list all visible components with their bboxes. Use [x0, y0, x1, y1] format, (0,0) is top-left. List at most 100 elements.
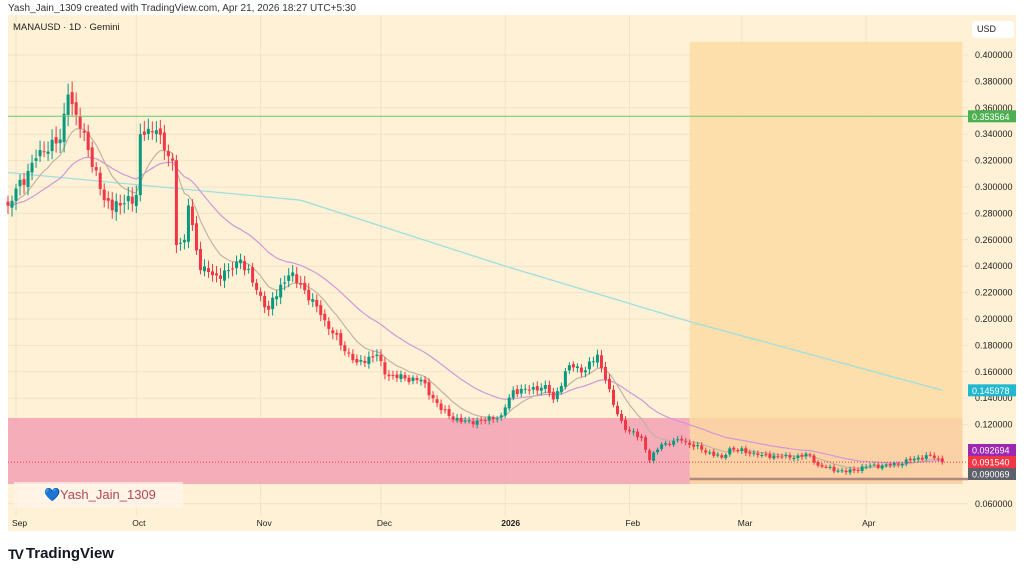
- tradingview-logo[interactable]: TV TradingView: [8, 545, 114, 562]
- candle-up: [656, 449, 660, 453]
- candle-down: [624, 419, 628, 430]
- y-tick-label: 0.200000: [975, 314, 1013, 324]
- candle-up: [154, 130, 158, 135]
- candle-down: [920, 457, 924, 460]
- candle-up: [66, 94, 70, 115]
- candle-up: [904, 459, 908, 464]
- candle-up: [30, 162, 34, 173]
- candle-up: [359, 360, 363, 362]
- candle-down: [423, 379, 427, 384]
- candle-down: [351, 353, 355, 361]
- candle-down: [579, 367, 583, 373]
- candle-down: [339, 333, 343, 346]
- candle-down: [42, 151, 46, 153]
- y-tick-label: 0.320000: [975, 156, 1013, 166]
- candle-up: [114, 201, 118, 213]
- candle-down: [198, 249, 202, 271]
- candle-down: [74, 102, 78, 115]
- candle-down: [636, 431, 640, 438]
- candle-up: [587, 361, 591, 370]
- candle-up: [924, 455, 928, 459]
- candle-down: [888, 463, 892, 466]
- candle-down: [54, 137, 58, 144]
- candle-down: [451, 416, 455, 420]
- candle-up: [664, 443, 668, 445]
- candle-down: [603, 366, 607, 380]
- candle-down: [415, 378, 419, 381]
- y-tick-label: 0.180000: [975, 340, 1013, 350]
- candle-down: [439, 403, 443, 411]
- candle-down: [684, 441, 688, 443]
- y-tick-label: 0.240000: [975, 261, 1013, 271]
- x-tick-label: Apr: [862, 518, 875, 528]
- candle-up: [411, 377, 415, 381]
- candle-up: [399, 374, 403, 379]
- candle-down: [599, 355, 603, 369]
- candle-up: [455, 417, 459, 421]
- candle-up: [138, 134, 142, 196]
- candle-down: [527, 389, 531, 391]
- candle-up: [62, 113, 66, 143]
- symbol-title[interactable]: MANAUSD · 1D · Gemini: [13, 22, 120, 33]
- candle-down: [736, 450, 740, 452]
- candle-down: [166, 151, 170, 157]
- candle-down: [459, 417, 463, 422]
- ma-long-line: [7, 171, 943, 391]
- candle-down: [816, 462, 820, 466]
- candle-down: [22, 179, 26, 185]
- candle-up: [283, 282, 287, 284]
- candle-down: [251, 267, 255, 283]
- candle-down: [648, 450, 652, 461]
- candle-up: [227, 270, 231, 272]
- candle-up: [186, 205, 190, 242]
- candle-up: [543, 385, 547, 389]
- candle-down: [700, 445, 704, 450]
- candle-down: [210, 271, 214, 276]
- candle-up: [591, 361, 595, 363]
- candle-up: [275, 296, 279, 300]
- x-tick-label: Nov: [257, 518, 273, 528]
- candle-down: [443, 409, 447, 411]
- candle-up: [503, 407, 507, 416]
- candle-down: [483, 419, 487, 421]
- candle-up: [840, 470, 844, 472]
- candle-down: [331, 330, 335, 334]
- candle-up: [279, 284, 283, 298]
- candle-down: [768, 454, 772, 458]
- candle-up: [287, 275, 291, 281]
- candle-down: [94, 167, 98, 171]
- candle-up: [467, 420, 471, 422]
- candle-down: [231, 268, 235, 270]
- candle-up: [563, 371, 567, 387]
- candle-down: [616, 405, 619, 415]
- candle-up: [696, 445, 700, 447]
- candle-up: [475, 420, 479, 425]
- currency-button[interactable]: USD: [972, 21, 1014, 38]
- y-tick-label: 0.340000: [975, 129, 1013, 139]
- candle-up: [10, 200, 14, 208]
- candle-down: [776, 456, 780, 458]
- y-tick-label: 0.280000: [975, 208, 1013, 218]
- candle-down: [299, 283, 303, 285]
- candle-up: [772, 455, 776, 459]
- watermark-text: Yash_Jain_1309: [60, 487, 156, 502]
- candle-down: [255, 282, 259, 290]
- candle-up: [912, 458, 916, 461]
- time-axis[interactable]: [8, 516, 968, 531]
- x-tick-label: 2026: [501, 518, 520, 528]
- candle-down: [102, 189, 106, 201]
- last-price-label-tag: [968, 456, 1016, 468]
- candle-down: [170, 158, 174, 161]
- candle-up: [46, 151, 50, 154]
- ma-short-line: [7, 128, 943, 470]
- candle-up: [539, 387, 543, 391]
- y-tick-label: 0.260000: [975, 235, 1013, 245]
- candle-up: [872, 464, 876, 466]
- candle-down: [704, 450, 708, 453]
- candle-down: [692, 444, 696, 447]
- candle-down: [6, 201, 10, 206]
- candle-up: [519, 388, 523, 394]
- candle-down: [427, 382, 431, 396]
- candle-up: [900, 463, 904, 466]
